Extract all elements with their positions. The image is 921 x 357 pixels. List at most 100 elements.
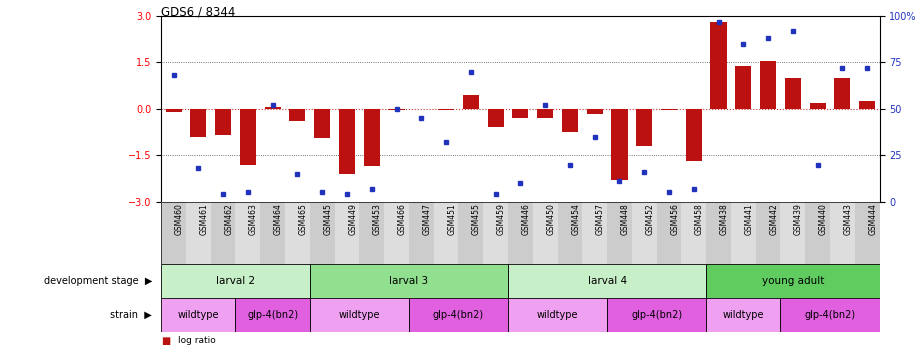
Bar bbox=[632, 202, 657, 264]
Text: GSM458: GSM458 bbox=[695, 203, 704, 235]
Text: development stage  ▶: development stage ▶ bbox=[43, 276, 152, 286]
Bar bbox=[462, 95, 479, 109]
Bar bbox=[735, 66, 752, 109]
Bar bbox=[756, 202, 780, 264]
Text: GSM465: GSM465 bbox=[298, 203, 308, 236]
Text: wildtype: wildtype bbox=[537, 310, 578, 320]
Text: young adult: young adult bbox=[762, 276, 824, 286]
Bar bbox=[191, 109, 206, 137]
Bar bbox=[186, 202, 211, 264]
Text: GSM462: GSM462 bbox=[225, 203, 233, 235]
Text: glp-4(bn2): glp-4(bn2) bbox=[631, 310, 682, 320]
Text: GSM451: GSM451 bbox=[448, 203, 456, 235]
Text: wildtype: wildtype bbox=[723, 310, 764, 320]
Text: GSM443: GSM443 bbox=[844, 203, 853, 236]
Bar bbox=[855, 202, 880, 264]
Bar bbox=[612, 109, 627, 180]
Bar bbox=[161, 202, 186, 264]
Bar bbox=[508, 264, 706, 298]
Bar bbox=[314, 109, 331, 138]
Text: larval 3: larval 3 bbox=[390, 276, 428, 286]
Bar bbox=[537, 109, 554, 118]
Text: wildtype: wildtype bbox=[339, 310, 380, 320]
Bar bbox=[434, 202, 459, 264]
Text: GSM440: GSM440 bbox=[819, 203, 828, 236]
Bar bbox=[780, 202, 805, 264]
Bar bbox=[706, 264, 880, 298]
Text: GSM463: GSM463 bbox=[249, 203, 258, 236]
Text: glp-4(bn2): glp-4(bn2) bbox=[247, 310, 298, 320]
Bar bbox=[834, 78, 850, 109]
Bar bbox=[236, 298, 309, 332]
Bar bbox=[289, 109, 306, 121]
Bar bbox=[334, 202, 359, 264]
Bar bbox=[636, 109, 652, 146]
Bar bbox=[785, 78, 801, 109]
Bar bbox=[161, 298, 236, 332]
Text: log ratio: log ratio bbox=[178, 336, 216, 345]
Text: GSM442: GSM442 bbox=[769, 203, 778, 235]
Text: GSM446: GSM446 bbox=[521, 203, 530, 236]
Bar bbox=[359, 202, 384, 264]
Text: strain  ▶: strain ▶ bbox=[111, 310, 152, 320]
Bar bbox=[682, 202, 706, 264]
Text: GSM460: GSM460 bbox=[175, 203, 184, 236]
Bar bbox=[508, 202, 532, 264]
Text: GSM466: GSM466 bbox=[398, 203, 407, 236]
Bar bbox=[859, 101, 875, 109]
Bar bbox=[657, 202, 682, 264]
Text: GSM454: GSM454 bbox=[571, 203, 580, 236]
Bar bbox=[532, 202, 557, 264]
Bar bbox=[409, 298, 508, 332]
Text: GSM444: GSM444 bbox=[869, 203, 878, 236]
Text: GSM457: GSM457 bbox=[596, 203, 605, 236]
Bar bbox=[706, 298, 780, 332]
Text: glp-4(bn2): glp-4(bn2) bbox=[433, 310, 484, 320]
Bar bbox=[409, 202, 434, 264]
Text: GSM461: GSM461 bbox=[200, 203, 208, 235]
Bar bbox=[487, 109, 504, 127]
Bar bbox=[661, 109, 677, 110]
Bar bbox=[484, 202, 508, 264]
Bar bbox=[215, 109, 231, 135]
Bar bbox=[582, 202, 607, 264]
Bar bbox=[731, 202, 756, 264]
Bar bbox=[557, 202, 582, 264]
Text: GSM438: GSM438 bbox=[720, 203, 729, 235]
Text: glp-4(bn2): glp-4(bn2) bbox=[804, 310, 856, 320]
Text: GSM449: GSM449 bbox=[348, 203, 357, 236]
Bar bbox=[587, 109, 602, 114]
Text: GSM445: GSM445 bbox=[323, 203, 332, 236]
Bar bbox=[389, 109, 404, 110]
Bar bbox=[309, 298, 409, 332]
Bar bbox=[309, 202, 334, 264]
Bar bbox=[459, 202, 484, 264]
Text: GSM441: GSM441 bbox=[744, 203, 753, 235]
Bar bbox=[686, 109, 702, 161]
Bar bbox=[805, 202, 830, 264]
Bar bbox=[384, 202, 409, 264]
Text: GSM464: GSM464 bbox=[274, 203, 283, 236]
Bar bbox=[710, 22, 727, 109]
Text: ■: ■ bbox=[161, 336, 170, 346]
Text: wildtype: wildtype bbox=[178, 310, 219, 320]
Bar bbox=[706, 202, 731, 264]
Text: GSM459: GSM459 bbox=[496, 203, 506, 236]
Bar bbox=[438, 109, 454, 110]
Bar bbox=[830, 202, 855, 264]
Bar bbox=[364, 109, 379, 166]
Bar bbox=[512, 109, 529, 118]
Bar bbox=[166, 109, 181, 112]
Bar bbox=[309, 264, 508, 298]
Text: GSM455: GSM455 bbox=[472, 203, 481, 236]
Bar bbox=[810, 103, 826, 109]
Text: larval 2: larval 2 bbox=[216, 276, 255, 286]
Text: GSM456: GSM456 bbox=[670, 203, 679, 236]
Bar bbox=[285, 202, 309, 264]
Text: GSM447: GSM447 bbox=[423, 203, 432, 236]
Bar bbox=[264, 107, 281, 109]
Text: GSM452: GSM452 bbox=[646, 203, 655, 235]
Bar bbox=[161, 264, 309, 298]
Bar bbox=[236, 202, 261, 264]
Text: GSM439: GSM439 bbox=[794, 203, 803, 236]
